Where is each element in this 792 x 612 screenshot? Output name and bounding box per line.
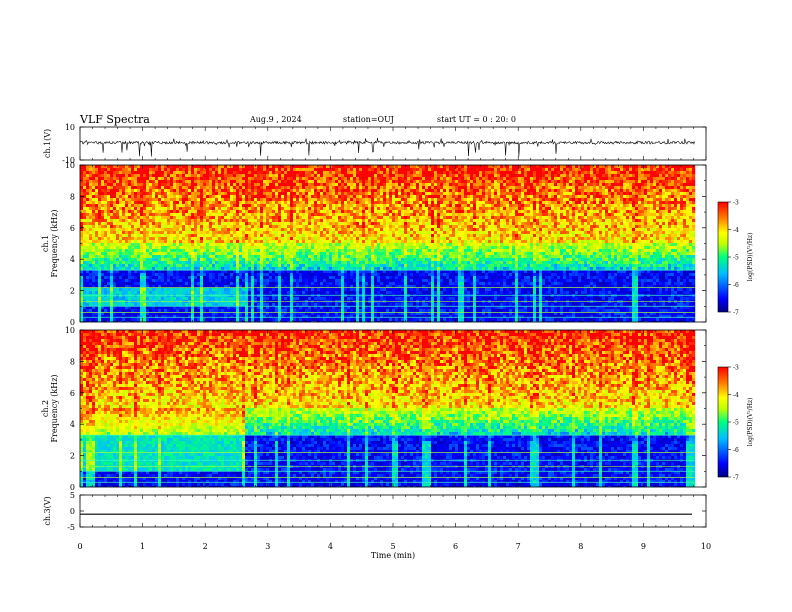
ch2-spec-y-tick-label: 10 [65, 326, 75, 335]
x-tick-label: 6 [453, 542, 458, 551]
ch2-spec-y-tick-label: 4 [70, 420, 75, 429]
colorbar-tick-label: -7 [733, 475, 739, 482]
ch1-waveform-line [80, 138, 695, 157]
ch2-spec-y-tick-label: 8 [70, 357, 75, 366]
ch2-spec-ylabel: Frequency (kHz) [50, 374, 59, 442]
ch1-spec-y-tick-label: 8 [70, 192, 75, 201]
colorbar-tick-label: -3 [733, 365, 739, 372]
x-tick-label: 8 [578, 542, 583, 551]
x-tick-label: 1 [140, 542, 145, 551]
colorbar-label: log(PSD)(V²/Hz) [747, 398, 754, 447]
colorbar-tick-label: -3 [733, 200, 739, 207]
panel-frame [80, 495, 706, 527]
ch1-spec-channel-label: ch.1 [41, 235, 50, 252]
ch2-spec-channel-label: ch.2 [41, 400, 50, 417]
ch1-spec-y-tick-label: 4 [70, 255, 75, 264]
colorbar-tick-label: -4 [733, 227, 739, 234]
ch1-wave-y-tick-label: 10 [65, 123, 75, 132]
colorbar-tick-label: -7 [733, 310, 739, 317]
ch3-y-tick-label: -5 [67, 523, 75, 532]
colorbar-1 [718, 202, 728, 312]
ch1-spec-y-tick-label: 10 [65, 161, 75, 170]
colorbar-2 [718, 367, 728, 477]
x-axis-title: Time (min) [371, 551, 415, 560]
colorbar-tick-label: -4 [733, 392, 739, 399]
x-tick-label: 0 [77, 542, 82, 551]
colorbar-tick-label: -5 [733, 255, 739, 262]
x-tick-label: 5 [390, 542, 395, 551]
colorbar-tick-label: -6 [733, 282, 739, 289]
ch3-y-tick-label: 5 [70, 491, 75, 500]
ch2-spec-y-tick-label: 6 [70, 389, 75, 398]
ch1-spec-ylabel: Frequency (kHz) [50, 209, 59, 277]
x-tick-label: 7 [516, 542, 521, 551]
spectrogram-ch1-cells [80, 165, 695, 322]
ch3-ylabel: ch.3(V) [43, 496, 52, 525]
colorbar-tick-label: -6 [733, 447, 739, 454]
x-tick-label: 4 [328, 542, 333, 551]
ch1-spec-y-tick-label: 2 [70, 287, 75, 296]
ch3-y-tick-label: 0 [70, 507, 75, 516]
x-tick-label: 10 [701, 542, 711, 551]
ch1-spec-y-tick-label: 6 [70, 224, 75, 233]
ch1-wave-ylabel: ch.1(V) [43, 129, 52, 158]
x-tick-label: 2 [203, 542, 208, 551]
spectrogram-ch2-cells [80, 330, 695, 487]
colorbar-tick-label: -5 [733, 420, 739, 427]
colorbar-label: log(PSD)(V²/Hz) [747, 233, 754, 282]
panel-frame [80, 127, 706, 160]
x-tick-label: 9 [641, 542, 646, 551]
x-tick-label: 3 [265, 542, 270, 551]
ch2-spec-y-tick-label: 2 [70, 452, 75, 461]
